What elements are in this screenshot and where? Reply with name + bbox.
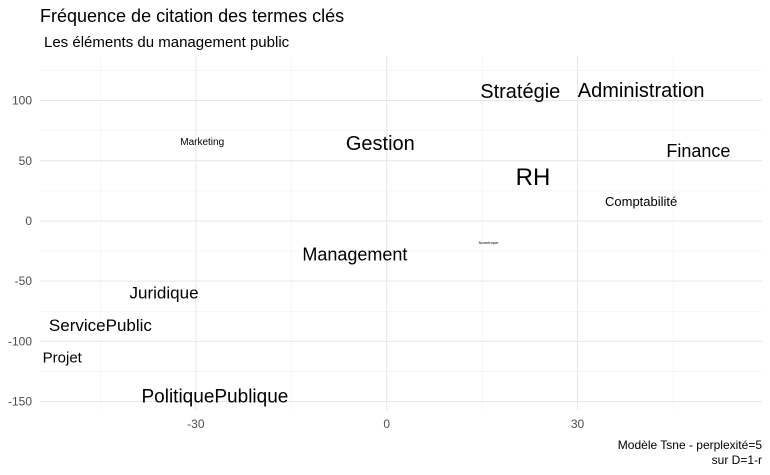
y-tick-label: 50	[19, 154, 33, 168]
word-label: Marketing	[180, 137, 224, 148]
major-gridlines	[40, 56, 762, 410]
chart-subtitle: Les éléments du management public	[44, 34, 290, 51]
y-tick-label: -100	[8, 334, 32, 348]
word-label: ServicePublic	[49, 316, 152, 335]
word-label: Gestion	[346, 133, 415, 155]
word-label: Stratégie	[480, 81, 560, 103]
y-tick-label: -50	[15, 274, 33, 288]
word-label: Management	[302, 245, 407, 265]
word-label: Projet	[43, 350, 83, 367]
x-tick-label: -30	[187, 417, 205, 431]
chart-caption: Modèle Tsne - perplexité=5 sur D=1-r	[618, 438, 762, 468]
word-label: Finance	[666, 141, 730, 161]
word-label: Comptabilité	[605, 194, 677, 209]
word-label: Administration	[578, 80, 705, 102]
caption-line-1: Modèle Tsne - perplexité=5	[617, 438, 762, 452]
word-label: Numérique	[479, 240, 499, 245]
y-tick-label: 100	[12, 94, 32, 108]
word-label: Juridique	[130, 284, 199, 303]
word-label: PolitiquePublique	[142, 386, 289, 407]
word-labels: Stratégie Administration Marketing Gestion F…	[43, 80, 731, 407]
y-tick-label: 0	[25, 214, 32, 228]
caption-line-2: sur D=1-r	[711, 453, 762, 467]
x-axis-ticks: -30 0 30	[187, 417, 584, 431]
x-tick-label: 0	[383, 417, 390, 431]
word-label: RH	[516, 164, 551, 191]
y-tick-label: -150	[8, 395, 32, 409]
chart-title: Fréquence de citation des termes clés	[40, 6, 345, 26]
x-tick-label: 30	[571, 417, 585, 431]
y-axis-ticks: 100 50 0 -50 -100 -150	[8, 94, 32, 409]
minor-gridlines	[40, 56, 762, 410]
